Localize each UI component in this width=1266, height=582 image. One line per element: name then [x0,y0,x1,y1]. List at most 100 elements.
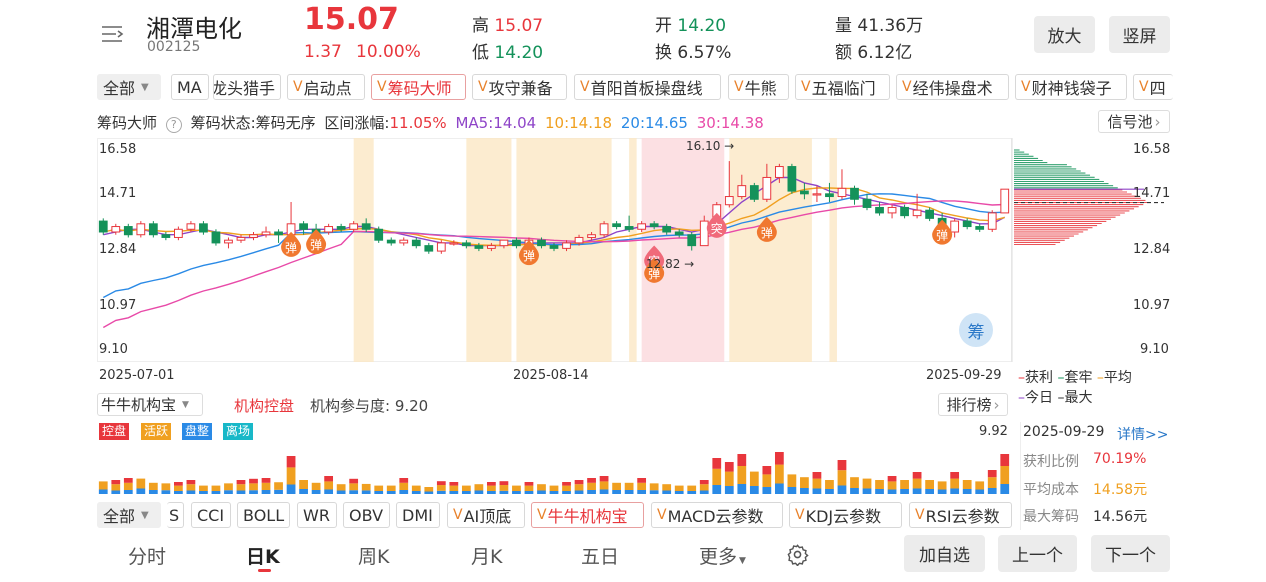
inst-bar [186,490,196,494]
zoom-button[interactable]: 放大 [1034,16,1095,53]
inst-bar [962,480,972,489]
ranking-button[interactable]: 排行榜 › [938,393,1008,416]
indicator-shouyang[interactable]: V 首阳首板操盘线 [574,74,721,100]
indicator2-niuniu[interactable]: V 牛牛机构宝 [531,502,644,528]
signal-pool-label: 信号池 [1107,113,1153,131]
inst-bar [111,490,121,494]
indicator2-s[interactable]: S [167,502,184,528]
inst-bar [925,489,934,494]
inst-bar [887,481,897,490]
tab-more[interactable]: 更多 ▼ [699,542,746,569]
help-icon[interactable]: ? [165,117,182,133]
legend-avg: –平均 [1096,370,1132,386]
inst-max-value: 9.92 [979,424,1008,439]
inst-bar [787,474,797,487]
add-watchlist-button[interactable]: 加自选 [904,535,985,572]
candle-body [487,245,496,249]
indicator-jingwei-label: 经伟操盘术 [912,79,993,98]
inst-bar [562,482,571,486]
candle-body [111,226,121,233]
inst-bar [987,488,997,494]
active-tab-indicator [258,569,271,572]
tab-weekly-k[interactable]: 周K [358,546,390,568]
indicator-gongshou[interactable]: V 攻守兼备 [472,74,567,100]
indicator2-kdj[interactable]: V KDJ云参数 [789,502,902,528]
portrait-button[interactable]: 竖屏 [1109,16,1170,53]
inst-bar [850,477,859,488]
inst-bar [624,482,634,490]
signal-pool-button[interactable]: 信号池 › [1098,110,1170,133]
indicator-all-dropdown[interactable]: 全部 ▼ [97,74,161,100]
next-stock-button[interactable]: 下一个 [1091,535,1170,572]
inst-bar [261,478,271,483]
inst-bar [286,484,296,494]
indicator2-obv[interactable]: OBV [343,502,390,528]
indicator2-boll[interactable]: BOLL [237,502,290,528]
indicator-longtou[interactable]: 龙头猎手 [213,74,281,100]
indicator2-all-dropdown[interactable]: 全部 ▼ [97,502,161,528]
legend-profit: –获利 [1018,370,1053,386]
inst-bar [749,471,759,486]
v-icon: V [734,79,744,95]
signal-band [353,138,374,362]
indicator-caishen[interactable]: V 财神钱袋子 [1015,74,1127,100]
inst-bar [499,490,509,494]
indicator2-wr[interactable]: WR [297,502,337,528]
inst-bar [249,490,258,494]
indicator-niuxiong[interactable]: V 牛熊 [728,74,789,100]
indicator-ma[interactable]: MA [171,74,209,100]
inst-bar [549,491,559,494]
candle-body [411,239,421,247]
inst-bar [324,489,334,494]
menu-icon[interactable] [100,22,124,46]
signal-drop-label: 弹 [523,249,535,263]
price-change: 1.37 [304,42,342,62]
chip-info-detail-link[interactable]: 详情>> [1117,427,1169,443]
signal-drop-label: 弹 [936,229,948,243]
tab-monthly-k[interactable]: 月K [471,546,503,568]
candle-body [762,176,772,200]
inst-bar [812,478,822,489]
inst-bar [900,489,909,494]
inst-bar [449,482,459,486]
inst-bar [361,483,371,491]
indicator-wufu[interactable]: V 五福临门 [795,74,890,100]
inst-bar [712,468,722,485]
candle-body [687,234,697,247]
inst-select[interactable]: 牛牛机构宝 ▼ [97,393,203,416]
v-icon: V [377,79,387,95]
indicator-jingwei[interactable]: V 经伟操盘术 [896,74,1009,100]
chip-legend: –获利 –套牢 –平均 –今日 –最大 [1018,368,1168,408]
candle-body [787,166,797,192]
inst-bar [762,474,772,487]
tab-five-day[interactable]: 五日 [581,546,620,568]
inst-volume-chart [98,452,1010,494]
indicator-qidong[interactable]: V 启动点 [287,74,365,100]
low-label: 低 [472,43,489,63]
caret-down-icon: ▼ [739,556,746,566]
indicator2-ai[interactable]: V AI顶底 [447,502,525,528]
chip-float-button[interactable]: 筹 [959,313,993,347]
legend-avg-label: 平均 [1103,370,1132,386]
indicator2-cci[interactable]: CCI [191,502,231,528]
gear-icon[interactable] [786,543,809,567]
profit-ratio-label: 获利比例 [1023,454,1079,470]
price-axis-label: 12.84 [1133,242,1171,257]
candle-body [299,223,308,230]
prev-stock-button[interactable]: 上一个 [998,535,1077,572]
inst-bar [211,485,221,491]
indicator-wufu-label: 五福临门 [811,79,876,98]
indicator2-macd[interactable]: V MACD云参数 [651,502,783,528]
candle-body [361,223,371,230]
indicator2-dmi[interactable]: DMI [396,502,440,528]
quote-high: 高 15.07 [472,11,543,36]
inst-bar [637,490,647,494]
indicator2-rsi[interactable]: V RSI云参数 [909,502,1012,528]
tab-intraday[interactable]: 分时 [128,546,167,568]
tab-daily-k[interactable]: 日K [246,546,280,568]
inst-bar [123,478,133,483]
max-chip-value: 14.56元 [1093,509,1148,525]
candlestick-chart[interactable]: 弹弹弹突弹突弹弹 [97,138,1170,362]
indicator-choumadashi[interactable]: V 筹码大师 [371,74,466,100]
